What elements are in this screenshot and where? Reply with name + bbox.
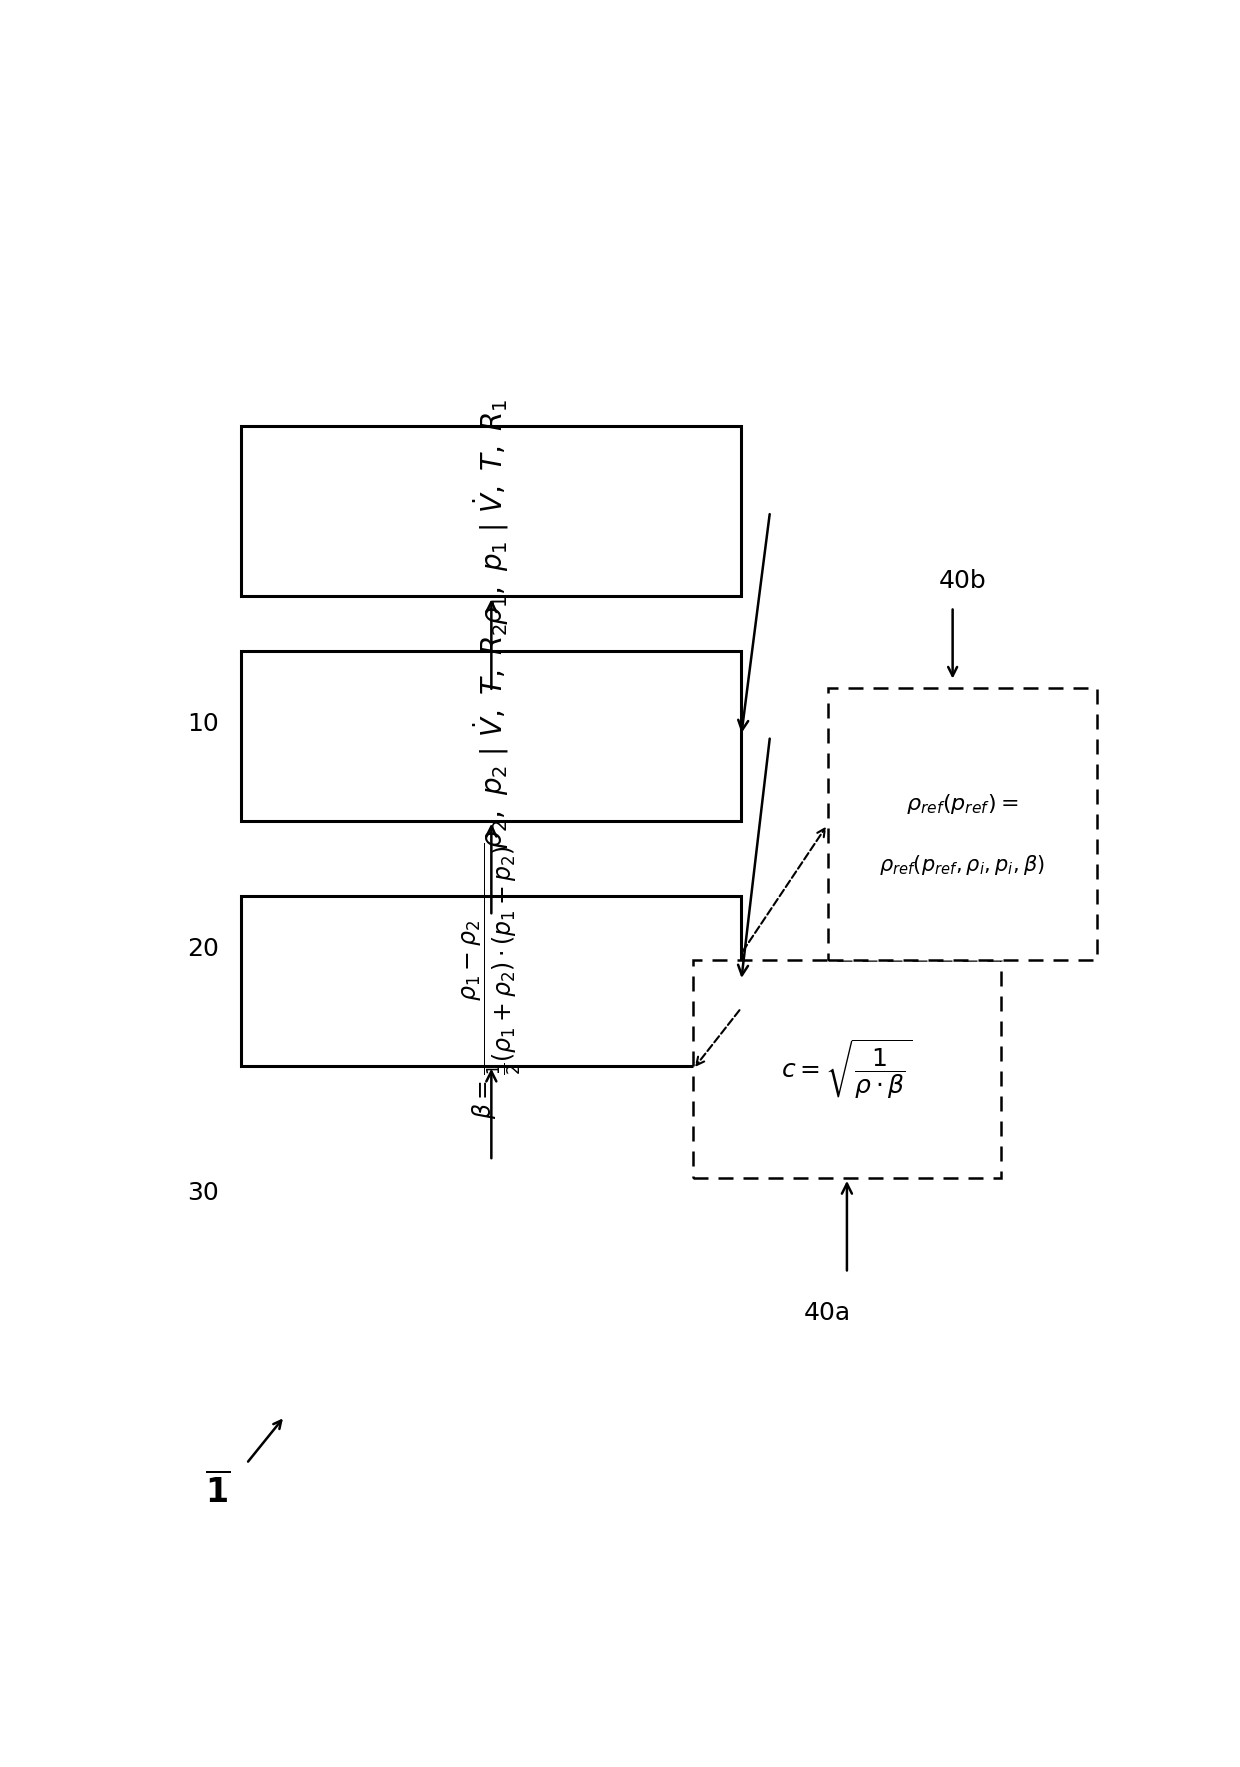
Text: 40a: 40a [804,1301,852,1325]
Text: $\beta = \dfrac{\rho_1 - \rho_2}{\frac{1}{2}(\rho_1 + \rho_2) \cdot (p_1 - p_2)}: $\beta = \dfrac{\rho_1 - \rho_2}{\frac{1… [460,843,523,1119]
Text: 10: 10 [187,712,219,737]
Bar [242,650,742,822]
Text: 20: 20 [187,937,219,961]
Text: $\rho_1,\ \boldsymbol{p_1}\ |\ \dot{V},\ T,\ R_1$: $\rho_1,\ \boldsymbol{p_1}\ |\ \dot{V},\… [471,398,511,624]
Text: $c = \sqrt{\dfrac{1}{\rho \cdot \beta}}$: $c = \sqrt{\dfrac{1}{\rho \cdot \beta}}$ [781,1037,913,1101]
Bar [828,687,1096,959]
Text: $\mathbf{\overline{1}}$: $\mathbf{\overline{1}}$ [205,1472,231,1509]
Text: $\rho_{ref}(p_{ref}) =$: $\rho_{ref}(p_{ref}) =$ [906,792,1018,816]
Text: 30: 30 [187,1182,219,1205]
Text: $\rho_{ref}(p_{ref}, \rho_i, p_i, \beta)$: $\rho_{ref}(p_{ref}, \rho_i, p_i, \beta)… [879,853,1045,876]
Bar [693,961,1001,1179]
Bar [242,426,742,597]
Text: 40b: 40b [939,569,986,594]
Bar [242,896,742,1066]
Text: $\rho_2,\ \boldsymbol{p_2}\ |\ \dot{V},\ T,\ R_2$: $\rho_2,\ \boldsymbol{p_2}\ |\ \dot{V},\… [471,622,511,848]
